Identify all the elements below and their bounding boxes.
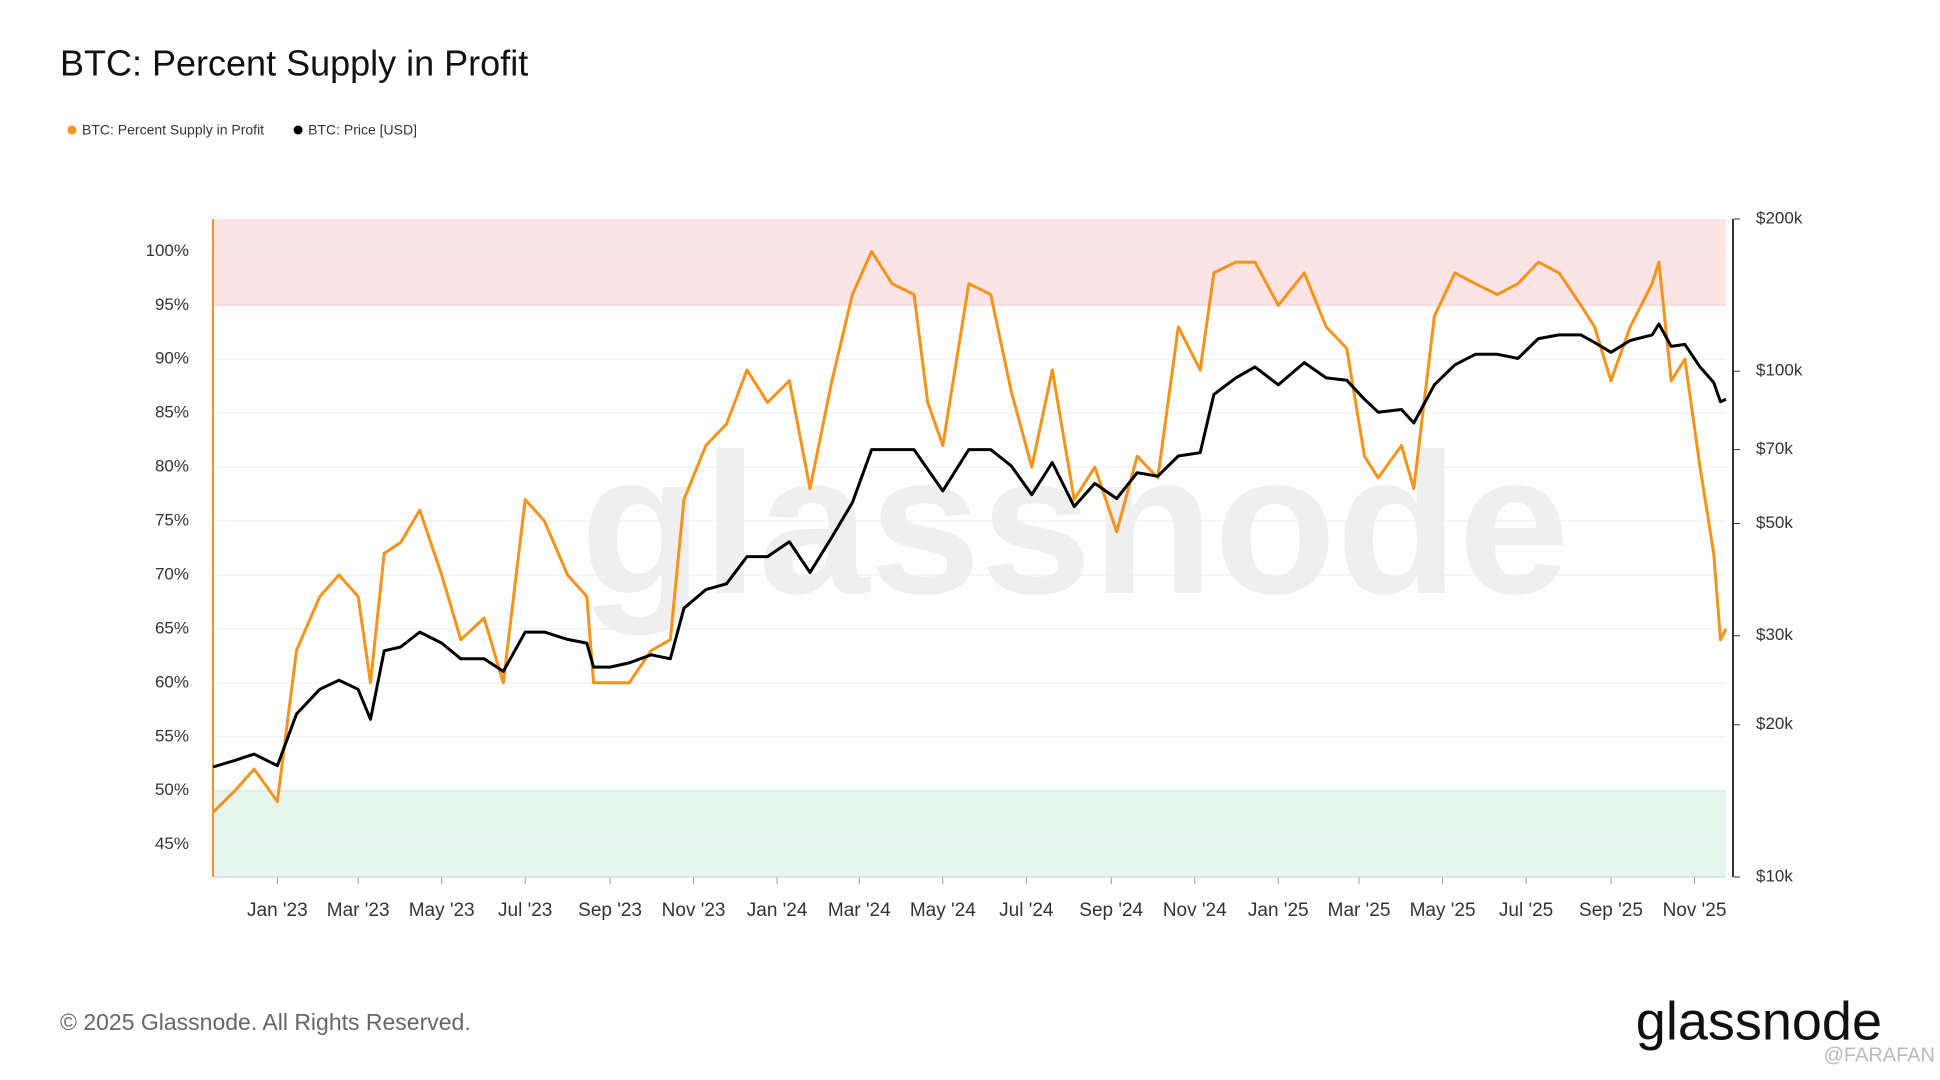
band xyxy=(213,790,1726,877)
chart-title: BTC: Percent Supply in Profit xyxy=(60,43,528,84)
y-tick-label: 50% xyxy=(155,780,189,799)
x-tick-label: Jul '24 xyxy=(999,900,1054,921)
y-tick-label: 90% xyxy=(155,349,189,368)
x-tick-label: Jul '25 xyxy=(1499,900,1553,921)
x-tick-label: Mar '23 xyxy=(327,900,390,921)
y2-tick-label: $10k xyxy=(1756,866,1793,885)
y-tick-label: 75% xyxy=(155,511,189,530)
legend-label: BTC: Price [USD] xyxy=(308,122,417,138)
x-tick-label: Nov '24 xyxy=(1163,900,1227,921)
x-tick-label: Jan '25 xyxy=(1248,900,1309,921)
x-tick-label: Mar '25 xyxy=(1328,900,1391,921)
y-tick-label: 55% xyxy=(155,726,189,745)
watermark: glassnode xyxy=(580,413,1569,636)
y2-tick-label: $70k xyxy=(1756,439,1793,458)
x-tick-label: Nov '25 xyxy=(1663,900,1727,921)
x-tick-label: May '24 xyxy=(910,900,976,921)
x-tick-label: Nov '23 xyxy=(662,900,726,921)
y-tick-label: 60% xyxy=(155,672,189,691)
x-tick-label: Jan '23 xyxy=(247,900,308,921)
x-tick-label: Sep '23 xyxy=(578,900,642,921)
footer: © 2025 Glassnode. All Rights Reserved. xyxy=(60,1009,471,1035)
x-tick-label: Jul '23 xyxy=(498,900,552,921)
y-tick-label: 70% xyxy=(155,564,189,583)
y2-tick-label: $30k xyxy=(1756,625,1793,644)
legend-marker xyxy=(67,125,77,135)
y-tick-label: 65% xyxy=(155,618,189,637)
y-tick-label: 45% xyxy=(155,834,189,853)
y-tick-label: 85% xyxy=(155,403,189,422)
y-tick-label: 95% xyxy=(155,295,189,314)
series-line xyxy=(212,322,1727,769)
y2-tick-label: $20k xyxy=(1756,714,1793,733)
y-tick-label: 80% xyxy=(155,457,189,476)
x-tick-label: May '23 xyxy=(409,900,475,921)
y2-tick-label: $200k xyxy=(1756,208,1803,227)
y2-tick-label: $50k xyxy=(1756,513,1793,532)
legend-label: BTC: Percent Supply in Profit xyxy=(82,122,264,138)
logo: glassnode xyxy=(1636,991,1882,1051)
x-tick-label: Jan '24 xyxy=(747,900,808,921)
legend-marker xyxy=(293,125,303,135)
credit: @FARAFAN xyxy=(1824,1044,1935,1066)
series-line xyxy=(211,249,1728,814)
y-tick-label: 100% xyxy=(146,241,189,260)
x-tick-label: Sep '25 xyxy=(1579,900,1643,921)
x-tick-label: May '25 xyxy=(1410,900,1476,921)
x-tick-label: Mar '24 xyxy=(828,900,891,921)
y2-tick-label: $100k xyxy=(1756,361,1803,380)
band xyxy=(213,219,1726,306)
x-tick-label: Sep '24 xyxy=(1079,900,1143,921)
